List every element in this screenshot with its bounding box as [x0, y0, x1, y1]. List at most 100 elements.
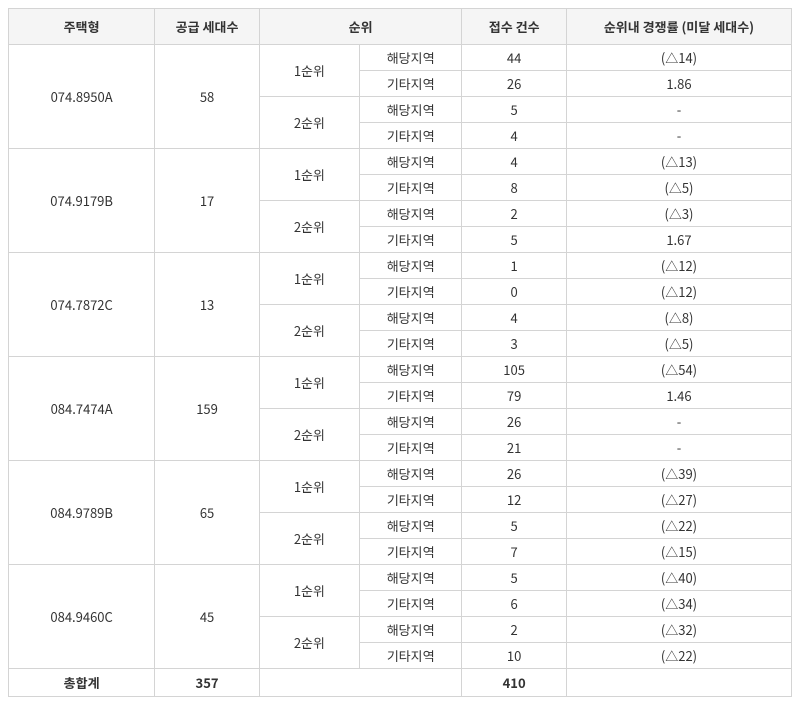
- cell-rank: 2순위: [259, 201, 359, 253]
- cell-ratio: (△3): [566, 201, 791, 227]
- cell-rank: 2순위: [259, 617, 359, 669]
- cell-region: 해당지역: [359, 305, 461, 331]
- cell-region: 기타지역: [359, 539, 461, 565]
- cell-region: 기타지역: [359, 331, 461, 357]
- cell-applications: 7: [462, 539, 567, 565]
- cell-rank: 2순위: [259, 97, 359, 149]
- cell-ratio: (△12): [566, 279, 791, 305]
- cell-region: 기타지역: [359, 175, 461, 201]
- cell-applications: 105: [462, 357, 567, 383]
- cell-supply: 159: [155, 357, 260, 461]
- footer-row: 총합계 357 410: [9, 669, 792, 697]
- cell-ratio: 1.46: [566, 383, 791, 409]
- cell-supply: 65: [155, 461, 260, 565]
- header-type: 주택형: [9, 9, 155, 45]
- cell-ratio: (△40): [566, 565, 791, 591]
- cell-region: 기타지역: [359, 591, 461, 617]
- cell-applications: 26: [462, 461, 567, 487]
- cell-ratio: (△27): [566, 487, 791, 513]
- cell-supply: 45: [155, 565, 260, 669]
- cell-rank: 1순위: [259, 149, 359, 201]
- cell-ratio: (△32): [566, 617, 791, 643]
- table-row: 084.9460C451순위해당지역5(△40): [9, 565, 792, 591]
- cell-applications: 10: [462, 643, 567, 669]
- cell-type: 074.7872C: [9, 253, 155, 357]
- cell-applications: 4: [462, 123, 567, 149]
- cell-applications: 2: [462, 201, 567, 227]
- table-row: 084.7474A1591순위해당지역105(△54): [9, 357, 792, 383]
- cell-region: 해당지역: [359, 253, 461, 279]
- cell-applications: 5: [462, 513, 567, 539]
- cell-rank: 1순위: [259, 461, 359, 513]
- cell-region: 해당지역: [359, 149, 461, 175]
- cell-ratio: -: [566, 435, 791, 461]
- cell-region: 기타지역: [359, 279, 461, 305]
- cell-applications: 0: [462, 279, 567, 305]
- header-row: 주택형 공급 세대수 순위 접수 건수 순위내 경쟁률 (미달 세대수): [9, 9, 792, 45]
- cell-ratio: (△39): [566, 461, 791, 487]
- cell-region: 기타지역: [359, 487, 461, 513]
- cell-applications: 4: [462, 149, 567, 175]
- cell-type: 084.9460C: [9, 565, 155, 669]
- table-row: 084.9789B651순위해당지역26(△39): [9, 461, 792, 487]
- header-supply: 공급 세대수: [155, 9, 260, 45]
- cell-region: 기타지역: [359, 383, 461, 409]
- cell-rank: 1순위: [259, 253, 359, 305]
- cell-region: 해당지역: [359, 565, 461, 591]
- cell-ratio: -: [566, 123, 791, 149]
- cell-type: 084.7474A: [9, 357, 155, 461]
- footer-ratio: [566, 669, 791, 697]
- cell-applications: 5: [462, 565, 567, 591]
- cell-region: 기타지역: [359, 227, 461, 253]
- cell-rank: 1순위: [259, 565, 359, 617]
- cell-region: 기타지역: [359, 71, 461, 97]
- cell-applications: 8: [462, 175, 567, 201]
- header-ratio: 순위내 경쟁률 (미달 세대수): [566, 9, 791, 45]
- cell-ratio: (△13): [566, 149, 791, 175]
- cell-ratio: (△15): [566, 539, 791, 565]
- cell-region: 해당지역: [359, 201, 461, 227]
- cell-ratio: (△8): [566, 305, 791, 331]
- cell-region: 해당지역: [359, 513, 461, 539]
- cell-applications: 5: [462, 97, 567, 123]
- cell-ratio: 1.67: [566, 227, 791, 253]
- cell-applications: 2: [462, 617, 567, 643]
- housing-table: 주택형 공급 세대수 순위 접수 건수 순위내 경쟁률 (미달 세대수) 074…: [8, 8, 792, 697]
- cell-applications: 44: [462, 45, 567, 71]
- cell-region: 해당지역: [359, 461, 461, 487]
- table-row: 074.9179B171순위해당지역4(△13): [9, 149, 792, 175]
- cell-type: 074.8950A: [9, 45, 155, 149]
- cell-supply: 17: [155, 149, 260, 253]
- cell-rank: 2순위: [259, 513, 359, 565]
- cell-applications: 21: [462, 435, 567, 461]
- cell-region: 기타지역: [359, 123, 461, 149]
- footer-label: 총합계: [9, 669, 155, 697]
- cell-rank: 2순위: [259, 409, 359, 461]
- cell-region: 해당지역: [359, 617, 461, 643]
- table-row: 074.8950A581순위해당지역44(△14): [9, 45, 792, 71]
- cell-applications: 1: [462, 253, 567, 279]
- cell-region: 해당지역: [359, 409, 461, 435]
- table-row: 074.7872C131순위해당지역1(△12): [9, 253, 792, 279]
- cell-supply: 13: [155, 253, 260, 357]
- cell-ratio: -: [566, 97, 791, 123]
- cell-ratio: (△5): [566, 175, 791, 201]
- cell-region: 기타지역: [359, 643, 461, 669]
- cell-applications: 12: [462, 487, 567, 513]
- footer-apps: 410: [462, 669, 567, 697]
- cell-applications: 26: [462, 409, 567, 435]
- cell-ratio: (△5): [566, 331, 791, 357]
- cell-applications: 79: [462, 383, 567, 409]
- cell-applications: 6: [462, 591, 567, 617]
- cell-type: 074.9179B: [9, 149, 155, 253]
- cell-rank: 1순위: [259, 45, 359, 97]
- header-rank: 순위: [259, 9, 461, 45]
- cell-applications: 5: [462, 227, 567, 253]
- cell-ratio: (△14): [566, 45, 791, 71]
- cell-type: 084.9789B: [9, 461, 155, 565]
- footer-supply: 357: [155, 669, 260, 697]
- cell-applications: 3: [462, 331, 567, 357]
- cell-ratio: (△54): [566, 357, 791, 383]
- cell-ratio: (△22): [566, 643, 791, 669]
- table-body: 074.8950A581순위해당지역44(△14)기타지역261.862순위해당…: [9, 45, 792, 669]
